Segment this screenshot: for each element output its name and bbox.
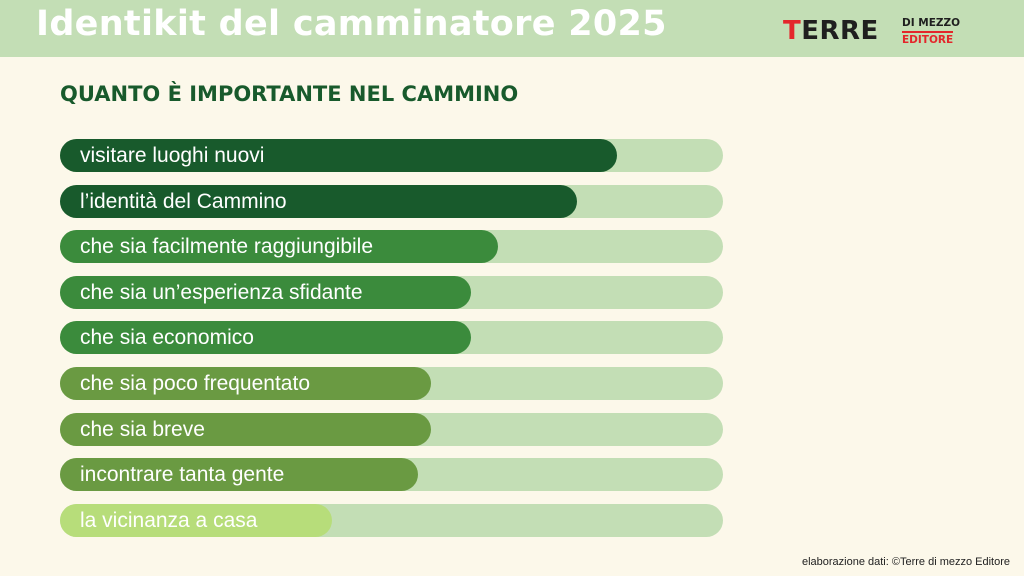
bar-fill	[60, 230, 498, 263]
publisher-logo: TERRE DI MEZZO EDITORE	[783, 16, 973, 46]
chart-subtitle: QUANTO È IMPORTANTE NEL CAMMINO	[60, 82, 519, 106]
bar-label: che sia facilmente raggiungibile	[80, 235, 374, 258]
logo-line-2: EDITORE	[902, 31, 954, 46]
bar-label: che sia economico	[80, 326, 254, 349]
logo-wordmark: TERRE	[783, 16, 879, 46]
bar-fill	[60, 185, 577, 218]
bar-label: l’identità del Cammino	[80, 190, 287, 213]
bar-label: che sia poco frequentato	[80, 372, 310, 395]
bar-label: visitare luoghi nuovi	[80, 144, 265, 167]
bar-label: che sia un’esperienza sfidante	[80, 281, 363, 304]
bar-fill	[60, 321, 471, 354]
bar-fill	[60, 367, 431, 400]
bar-fill	[60, 276, 471, 309]
bar-fill	[60, 139, 617, 172]
bar-label: che sia breve	[80, 418, 205, 441]
bar-fill	[60, 504, 332, 537]
bar-fill	[60, 458, 418, 491]
bar-fill	[60, 413, 431, 446]
page-title: Identikit del camminatore 2025	[36, 4, 667, 44]
logo-line-1: DI MEZZO	[902, 17, 961, 29]
header-band: Identikit del camminatore 2025 TERRE DI …	[0, 0, 1024, 57]
bar-label: la vicinanza a casa	[80, 509, 258, 532]
source-note: elaborazione dati: ©Terre di mezzo Edito…	[801, 556, 1010, 568]
bar-label: incontrare tanta gente	[80, 463, 285, 486]
